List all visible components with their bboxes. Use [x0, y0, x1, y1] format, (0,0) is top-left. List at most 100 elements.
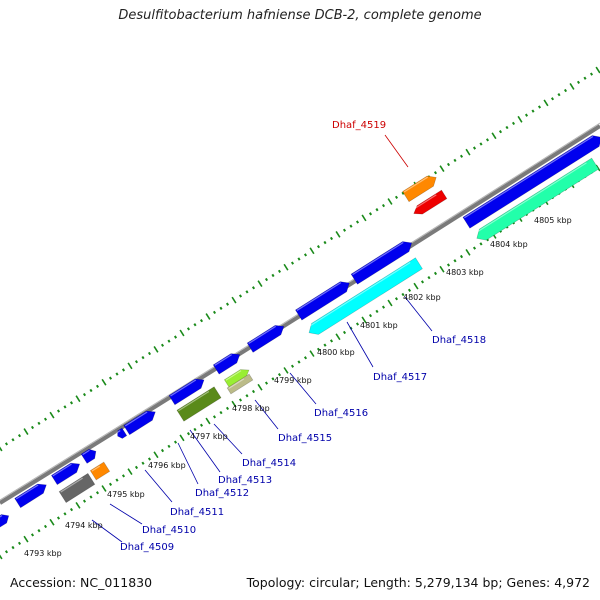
inner-tick-mark: [212, 415, 217, 419]
leader-line: [109, 503, 143, 525]
outer-tick-mark: [108, 376, 113, 380]
kbp-label: 4797 kbp: [190, 432, 228, 441]
leader-line: [144, 469, 173, 503]
kbp-label: 4799 kbp: [274, 376, 312, 385]
leader-line: [91, 519, 123, 543]
inner-tick-mark: [56, 516, 61, 520]
inner-tick-mark: [355, 322, 360, 326]
inner-tick-mark: [394, 297, 399, 301]
inner-tick-mark: [309, 350, 315, 357]
inner-tick-mark: [69, 507, 74, 512]
outer-tick-mark: [69, 401, 74, 405]
outer-tick-mark: [30, 425, 35, 430]
outer-tick-mark: [115, 372, 119, 376]
outer-tick-mark: [205, 313, 211, 320]
inner-tick-mark: [17, 541, 22, 545]
inner-tick-mark: [303, 356, 308, 360]
outer-tick-mark: [257, 280, 263, 288]
gene-arrow-body: [212, 353, 241, 375]
outer-tick-mark: [498, 129, 503, 134]
gene-arrow-shine: [296, 282, 342, 311]
gene-arrow-shine: [52, 463, 72, 477]
gene-arrow-shine: [214, 354, 232, 366]
inner-tick-mark: [231, 400, 237, 408]
map-title: Desulfitobacterium hafniense DCB-2, comp…: [118, 8, 482, 23]
outer-tick-mark: [439, 165, 445, 172]
inner-tick-mark: [368, 313, 373, 318]
inner-tick-mark: [49, 518, 55, 526]
gene-arrow-body: [123, 410, 156, 436]
outer-tick-mark: [323, 240, 327, 245]
outer-tick-mark: [368, 212, 373, 216]
gene-dhaf4519: [402, 175, 437, 203]
inner-tick-mark: [277, 373, 282, 377]
outer-tick-mark: [576, 80, 581, 84]
outer-tick-mark: [485, 138, 490, 142]
gene-label-dhaf-4511: Dhaf_4511: [170, 507, 224, 518]
gene-arrow-shine: [225, 370, 242, 381]
kbp-label: 4804 kbp: [490, 240, 528, 249]
outer-tick-mark: [277, 269, 282, 273]
outer-tick-mark: [583, 76, 587, 80]
inner-tick-mark: [290, 364, 295, 368]
outer-tick-track: [0, 66, 600, 452]
inner-tick-mark: [141, 461, 145, 465]
outer-tick-mark: [231, 296, 237, 304]
gene-forward: [0, 514, 10, 529]
gene-arrow-body: [223, 369, 250, 389]
inner-tick-mark: [439, 265, 445, 273]
outer-tick-mark: [375, 208, 379, 212]
gene-teal: [474, 157, 600, 241]
outer-tick-mark: [160, 343, 165, 347]
accession-label: Accession: NC_011830: [10, 575, 153, 590]
inner-tick-mark: [179, 434, 185, 442]
gene-arrow-body: [117, 427, 128, 439]
outer-tick-mark: [238, 294, 243, 298]
inner-tick-mark: [413, 282, 419, 290]
gene-arrow-body: [58, 473, 96, 503]
outer-tick-mark: [349, 224, 353, 228]
genome-summary: Topology: circular; Length: 5,279,134 bp…: [246, 575, 590, 590]
gene-arrow-body: [413, 189, 448, 215]
inner-tick-mark: [37, 529, 41, 533]
gene-arrow-shine: [170, 379, 197, 397]
kbp-label: 4803 kbp: [446, 268, 484, 277]
gene-label-dhaf-4512: Dhaf_4512: [195, 488, 249, 499]
outer-tick-mark: [37, 421, 41, 425]
inner-tick-mark: [453, 259, 457, 263]
outer-tick-mark: [4, 442, 9, 446]
leader-line: [254, 399, 279, 430]
inner-tick-mark: [323, 343, 327, 347]
inner-tick-mark: [465, 248, 471, 256]
inner-tick-mark: [595, 164, 600, 172]
outer-tick-mark: [563, 88, 568, 93]
outer-tick-mark: [121, 368, 126, 372]
outer-tick-mark: [479, 142, 483, 146]
gene-arrow-body: [168, 378, 205, 406]
inner-tick-mark: [433, 271, 438, 276]
gene-arrow-shine: [248, 325, 277, 345]
leader-line: [289, 372, 317, 405]
gene-arrow-shine: [116, 430, 121, 434]
kbp-label: 4798 kbp: [232, 404, 270, 413]
outer-tick-mark: [212, 310, 217, 315]
gene-forward: [123, 410, 156, 436]
outer-tick-mark: [153, 346, 159, 353]
gene-arrow-body: [246, 325, 285, 353]
gene-label-dhaf-4519: Dhaf_4519: [332, 120, 386, 131]
inner-tick-mark: [407, 288, 412, 292]
inner-tick-mark: [82, 499, 87, 503]
kbp-label: 4794 kbp: [65, 521, 103, 530]
gene-arrow-shine: [82, 449, 90, 456]
outer-tick-mark: [199, 318, 204, 323]
outer-tick-mark: [89, 388, 93, 393]
genome-backbone-highlight: [0, 122, 600, 501]
outer-tick-mark: [517, 115, 523, 123]
gene-forward: [246, 325, 285, 353]
leader-line: [346, 321, 374, 368]
inner-tick-mark: [381, 305, 386, 309]
gene-arrow-body: [89, 461, 111, 481]
inner-tick-mark: [283, 367, 289, 374]
kbp-label: 4795 kbp: [107, 490, 145, 499]
